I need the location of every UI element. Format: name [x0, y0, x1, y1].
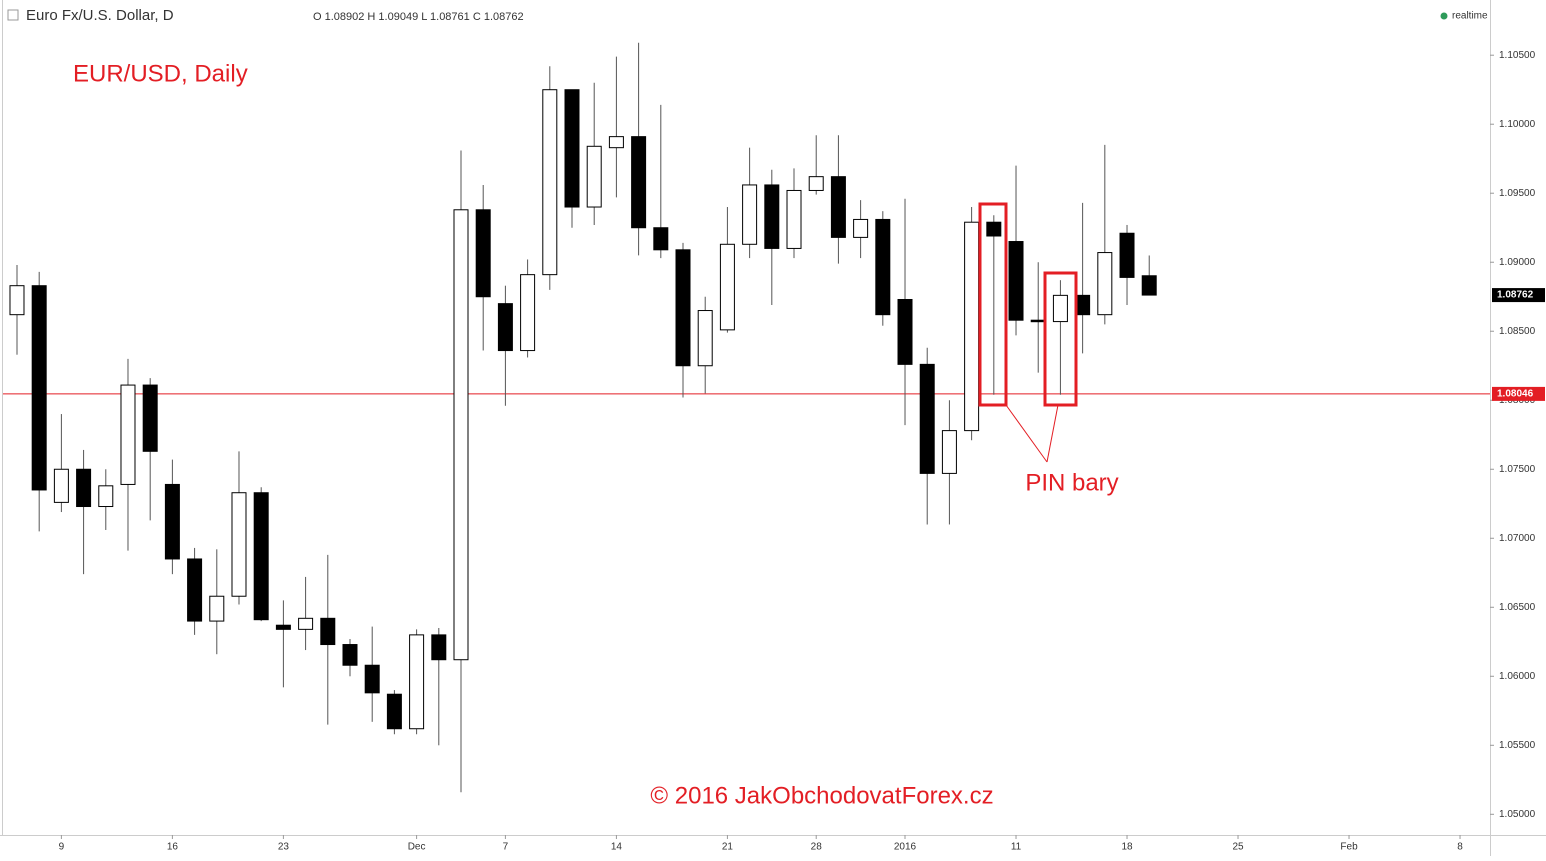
x-tick-label: 28 — [811, 842, 823, 853]
x-tick-label: 16 — [167, 842, 179, 853]
candle-body — [1119, 232, 1135, 278]
y-tick-label: 1.07500 — [1499, 464, 1536, 475]
candle-body — [608, 136, 624, 149]
candle-body — [298, 617, 314, 630]
last-price-tag-label: 1.08762 — [1497, 290, 1534, 301]
candle-body — [187, 558, 203, 622]
candle-body — [231, 492, 247, 597]
candle-body — [586, 145, 602, 208]
candle-body — [320, 617, 336, 646]
candle-body — [830, 176, 846, 238]
y-tick-label: 1.06000 — [1499, 671, 1536, 682]
candle-body — [897, 298, 913, 365]
candle-body — [142, 384, 158, 452]
candle-body — [719, 243, 735, 331]
candle-body — [164, 483, 180, 560]
candle-body — [364, 664, 380, 694]
candle-body — [1008, 241, 1024, 321]
candle-body — [564, 89, 580, 208]
candle-body — [919, 363, 935, 474]
candle-body — [1075, 294, 1091, 316]
x-tick-label: Dec — [408, 842, 426, 853]
plot: 1.05000 1.05500 1.06000 1.06500 1.07000 1.075… — [3, 42, 1545, 853]
candle-body — [941, 430, 957, 474]
candle-body — [786, 189, 802, 249]
ohlc-text: O 1.08902 H 1.09049 L 1.08761 C 1.08762 — [313, 11, 524, 23]
candle-body — [853, 218, 869, 238]
x-tick-label: 23 — [278, 842, 290, 853]
candle-body — [76, 468, 92, 508]
x-tick-label: 25 — [1232, 842, 1244, 853]
candle-body — [9, 285, 25, 316]
candle-body — [675, 249, 691, 367]
candle-body — [453, 209, 469, 661]
symbol: Euro Fx/U.S. Dollar, D — [26, 7, 174, 24]
x-tick-label: Feb — [1340, 842, 1358, 853]
level-price-tag-label: 1.08046 — [1497, 389, 1534, 400]
candle-body — [1097, 252, 1113, 316]
candle-body — [275, 624, 291, 630]
candle-body — [1052, 294, 1068, 323]
candle-body — [120, 384, 136, 485]
candle-body — [542, 89, 558, 276]
candle-body — [986, 221, 1002, 237]
candle-body — [1030, 319, 1046, 323]
y-tick-label: 1.10500 — [1499, 50, 1536, 61]
candle-body — [653, 227, 669, 251]
candle-body — [875, 218, 891, 316]
collapse-icon[interactable] — [7, 9, 19, 21]
candle-body — [631, 136, 647, 229]
level-price-tag — [1492, 386, 1545, 401]
pin-bar-box — [978, 202, 1008, 407]
candle-body — [253, 492, 269, 621]
x-tick-label: 2016 — [894, 842, 917, 853]
y-tick-label: 1.09500 — [1499, 188, 1536, 199]
chart-title: EUR/USD, Daily — [73, 60, 248, 87]
x-tick-label: 21 — [722, 842, 734, 853]
annotation-pointer — [1046, 404, 1059, 463]
candle-body — [209, 595, 225, 622]
candle-body — [697, 310, 713, 367]
candle-body — [98, 485, 114, 508]
x-tick-label: 14 — [611, 842, 623, 853]
y-tick-label: 1.09000 — [1499, 257, 1536, 268]
candle-body — [31, 285, 47, 491]
candle-body — [386, 693, 402, 730]
candle-body — [742, 184, 758, 245]
candle-body — [964, 221, 980, 432]
x-tick-label: 7 — [503, 842, 509, 853]
realtime-status: realtime — [1452, 11, 1488, 22]
candle-body — [497, 303, 513, 352]
y-tick-label: 1.05500 — [1499, 740, 1536, 751]
last-price-tag — [1492, 288, 1545, 303]
annotation: PIN bary — [1025, 469, 1118, 496]
x-tick-label: 11 — [1011, 842, 1022, 853]
y-tick-label: 1.05000 — [1499, 809, 1536, 820]
candle-body — [53, 468, 69, 503]
x-tick-label: 8 — [1457, 842, 1463, 853]
y-tick-label: 1.07000 — [1499, 533, 1536, 544]
candle-body — [808, 176, 824, 191]
pin-bar-box — [1043, 271, 1078, 407]
y-tick-label: 1.08500 — [1499, 326, 1536, 337]
candle-body — [431, 634, 447, 661]
x-tick-label: 9 — [59, 842, 65, 853]
candle-body — [1141, 275, 1157, 296]
realtime-dot — [1440, 12, 1448, 20]
y-tick-label: 1.06500 — [1499, 602, 1536, 613]
x-tick-label: 18 — [1121, 842, 1133, 853]
candle-body — [409, 634, 425, 730]
y-tick-label: 1.10000 — [1499, 119, 1536, 130]
annotation-pointer — [1005, 404, 1048, 463]
candle-body — [475, 209, 491, 298]
candle-body — [520, 274, 536, 352]
candle-body — [342, 644, 358, 666]
candle-body — [764, 184, 780, 249]
footer: © 2016 JakObchodovatForex.cz — [650, 782, 993, 809]
